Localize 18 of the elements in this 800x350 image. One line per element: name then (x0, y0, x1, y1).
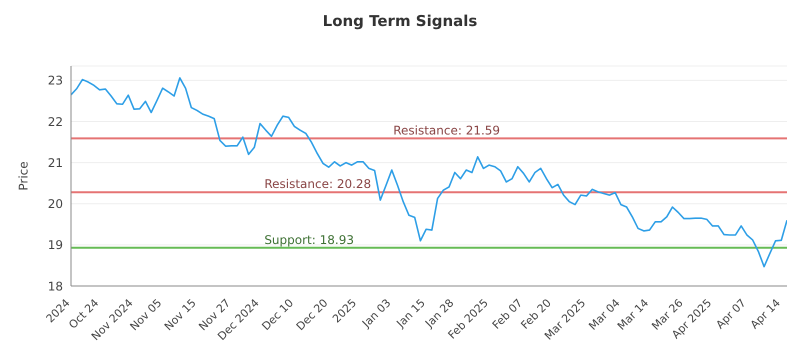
line-series (71, 77, 787, 268)
x-tick-label: Jan 03 (359, 296, 394, 331)
ref-line-label: Support: 18.93 (264, 232, 354, 247)
x-tick-label: Dec 20 (294, 296, 330, 334)
y-tick-label: 19 (48, 238, 63, 252)
x-tick-label: Apr 14 (748, 296, 783, 332)
x-tick-label: Apr 07 (714, 296, 749, 332)
x-tick-label: Nov 15 (162, 296, 199, 334)
ref-line-label: Resistance: 20.28 (264, 177, 372, 192)
y-tick-label: 18 (48, 279, 63, 294)
y-tick-label: 20 (48, 197, 63, 212)
x-tick-label: Dec 10 (259, 296, 296, 334)
y-axis-title: Price (16, 161, 30, 191)
y-tick-label: 23 (48, 74, 63, 88)
ref-line-label: Resistance: 21.59 (393, 123, 500, 138)
chart-title: Long Term Signals (322, 11, 478, 32)
y-tick-label: 22 (48, 114, 63, 129)
y-tick-label: 21 (48, 156, 63, 170)
